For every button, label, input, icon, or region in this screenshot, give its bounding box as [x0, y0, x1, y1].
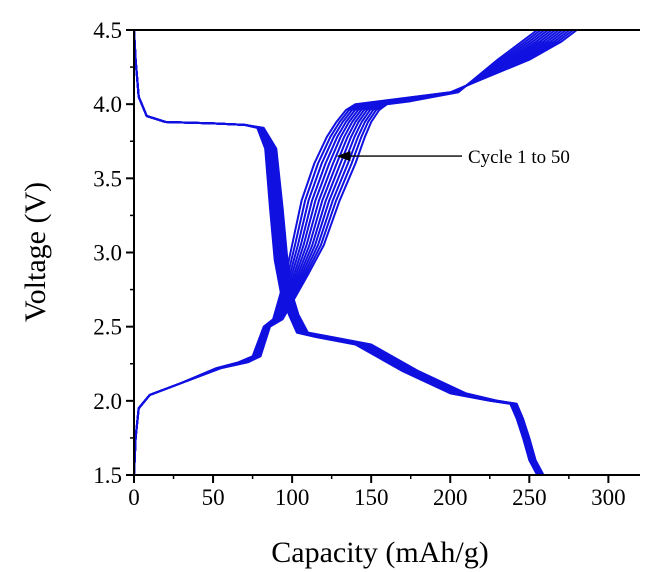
charge-curve-8: [133, 29, 553, 476]
charge-curve-7: [133, 29, 556, 476]
charge-curve-3: [133, 29, 571, 476]
x-tick-label: 300: [591, 485, 626, 510]
discharge-curve-12: [133, 29, 545, 476]
y-tick-label: 4.0: [93, 92, 122, 117]
x-tick-label: 200: [433, 485, 468, 510]
discharge-curve-4: [133, 29, 540, 476]
charge-curve-1: [133, 29, 578, 476]
annotation: Cycle 1 to 50: [336, 147, 570, 168]
discharge-curve-5: [133, 29, 541, 476]
y-tick-label: 2.0: [93, 389, 122, 414]
y-tick-label: 3.5: [93, 166, 122, 191]
annotation-label: Cycle 1 to 50: [468, 147, 570, 168]
x-tick-label: 250: [512, 485, 547, 510]
x-tick-label: 150: [354, 485, 389, 510]
charge-curve-11: [133, 29, 542, 476]
x-tick-label: 50: [202, 485, 225, 510]
x-axis-title: Capacity (mAh/g): [271, 536, 488, 569]
y-tick-label: 4.5: [93, 18, 122, 43]
charge-curve-10: [133, 29, 546, 476]
discharge-curve-8: [133, 29, 543, 476]
discharge-curve-2: [133, 29, 539, 476]
ticks: 0 50 100 150 200 250 300 1.5 2.0 2.5 3.0 3.5 4.0 4.5: [93, 18, 625, 510]
charge-curve-9: [133, 29, 549, 476]
x-tick-label: 100: [275, 485, 310, 510]
axes: [133, 29, 640, 476]
charge-curve-5: [133, 29, 564, 476]
charge-curve-12: [133, 29, 538, 476]
charge-curve-6: [133, 29, 560, 476]
y-axis-title: Voltage (V): [19, 182, 52, 322]
annotation-arrowhead: [336, 151, 351, 162]
cycle-curves: [133, 29, 578, 476]
x-tick-label: 0: [128, 485, 140, 510]
discharge-curve-1: [133, 29, 539, 476]
charge-curve-2: [133, 29, 574, 476]
discharge-curve-3: [133, 29, 540, 476]
y-tick-label: 2.5: [93, 315, 122, 340]
y-tick-label: 3.0: [93, 241, 122, 266]
discharge-curve-7: [133, 29, 542, 476]
discharge-curve-10: [133, 29, 544, 476]
discharge-curve-9: [133, 29, 543, 476]
discharge-curve-6: [133, 29, 541, 476]
charge-curve-4: [133, 29, 567, 476]
discharge-curve-11: [133, 29, 544, 476]
y-tick-label: 1.5: [93, 463, 122, 488]
